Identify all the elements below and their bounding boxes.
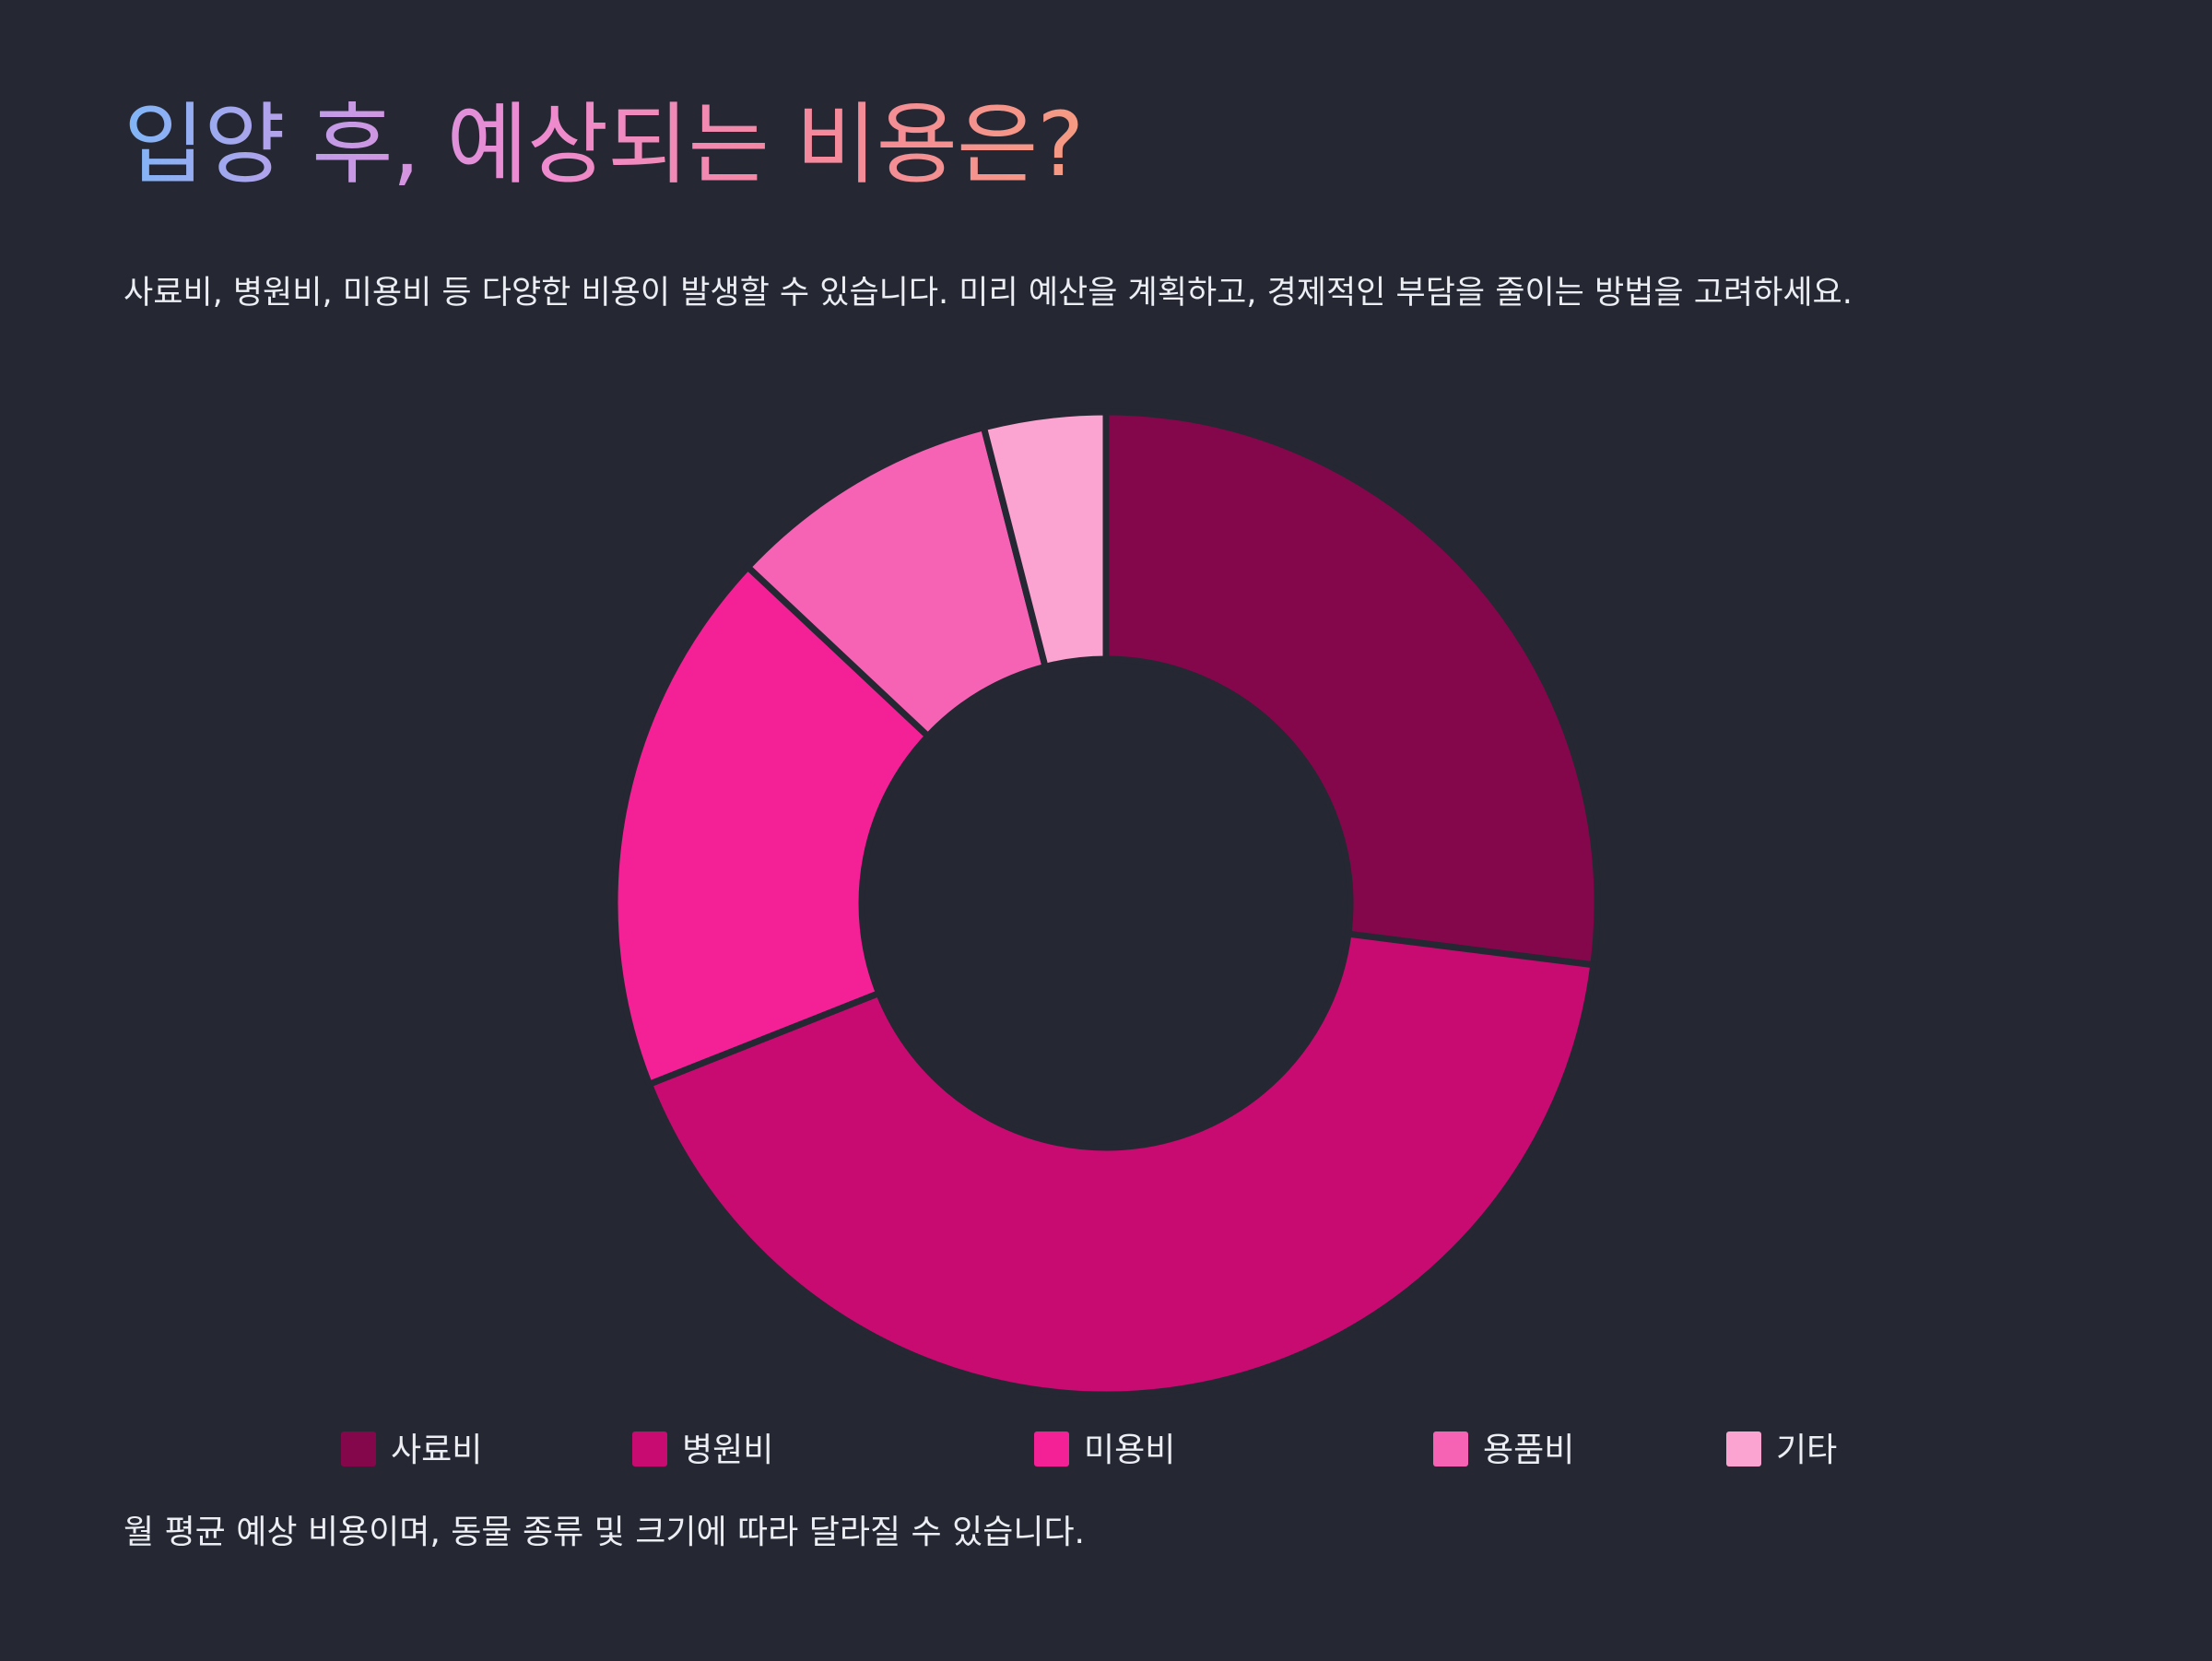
- footnote: 월 평균 예상 비용이며, 동물 종류 및 크기에 따라 달라질 수 있습니다.: [124, 1514, 1086, 1551]
- legend-label: 용품비: [1483, 1431, 1574, 1469]
- chart-legend: 사료비 병원비 미용비 용품비 기타: [341, 1431, 1837, 1469]
- slice-5[interactable]: [980, 408, 1110, 671]
- legend-label: 미용비: [1084, 1431, 1175, 1469]
- legend-item-5: 기타: [1726, 1431, 1837, 1469]
- legend-swatch: [1433, 1431, 1468, 1467]
- legend-label: 병원비: [682, 1431, 773, 1469]
- legend-label: 기타: [1776, 1431, 1837, 1469]
- legend-item-1: 사료비: [341, 1431, 482, 1469]
- page-title: 입양 후, 예상되는 비용은?: [124, 92, 1084, 198]
- slice-1[interactable]: [1102, 408, 1601, 969]
- legend-label: 사료비: [391, 1431, 482, 1469]
- legend-item-2: 병원비: [632, 1431, 773, 1469]
- slice-2[interactable]: [644, 930, 1597, 1398]
- legend-item-4: 용품비: [1433, 1431, 1574, 1469]
- chart-slices: [611, 408, 1601, 1398]
- legend-swatch: [632, 1431, 667, 1467]
- legend-swatch: [341, 1431, 376, 1467]
- slice-3[interactable]: [611, 562, 933, 1089]
- legend-swatch: [1726, 1431, 1761, 1467]
- legend-item-3: 미용비: [1034, 1431, 1175, 1469]
- legend-swatch: [1034, 1431, 1069, 1467]
- page-subtitle: 사료비, 병원비, 미용비 등 다양한 비용이 발생할 수 있습니다. 미리 예…: [124, 275, 1853, 312]
